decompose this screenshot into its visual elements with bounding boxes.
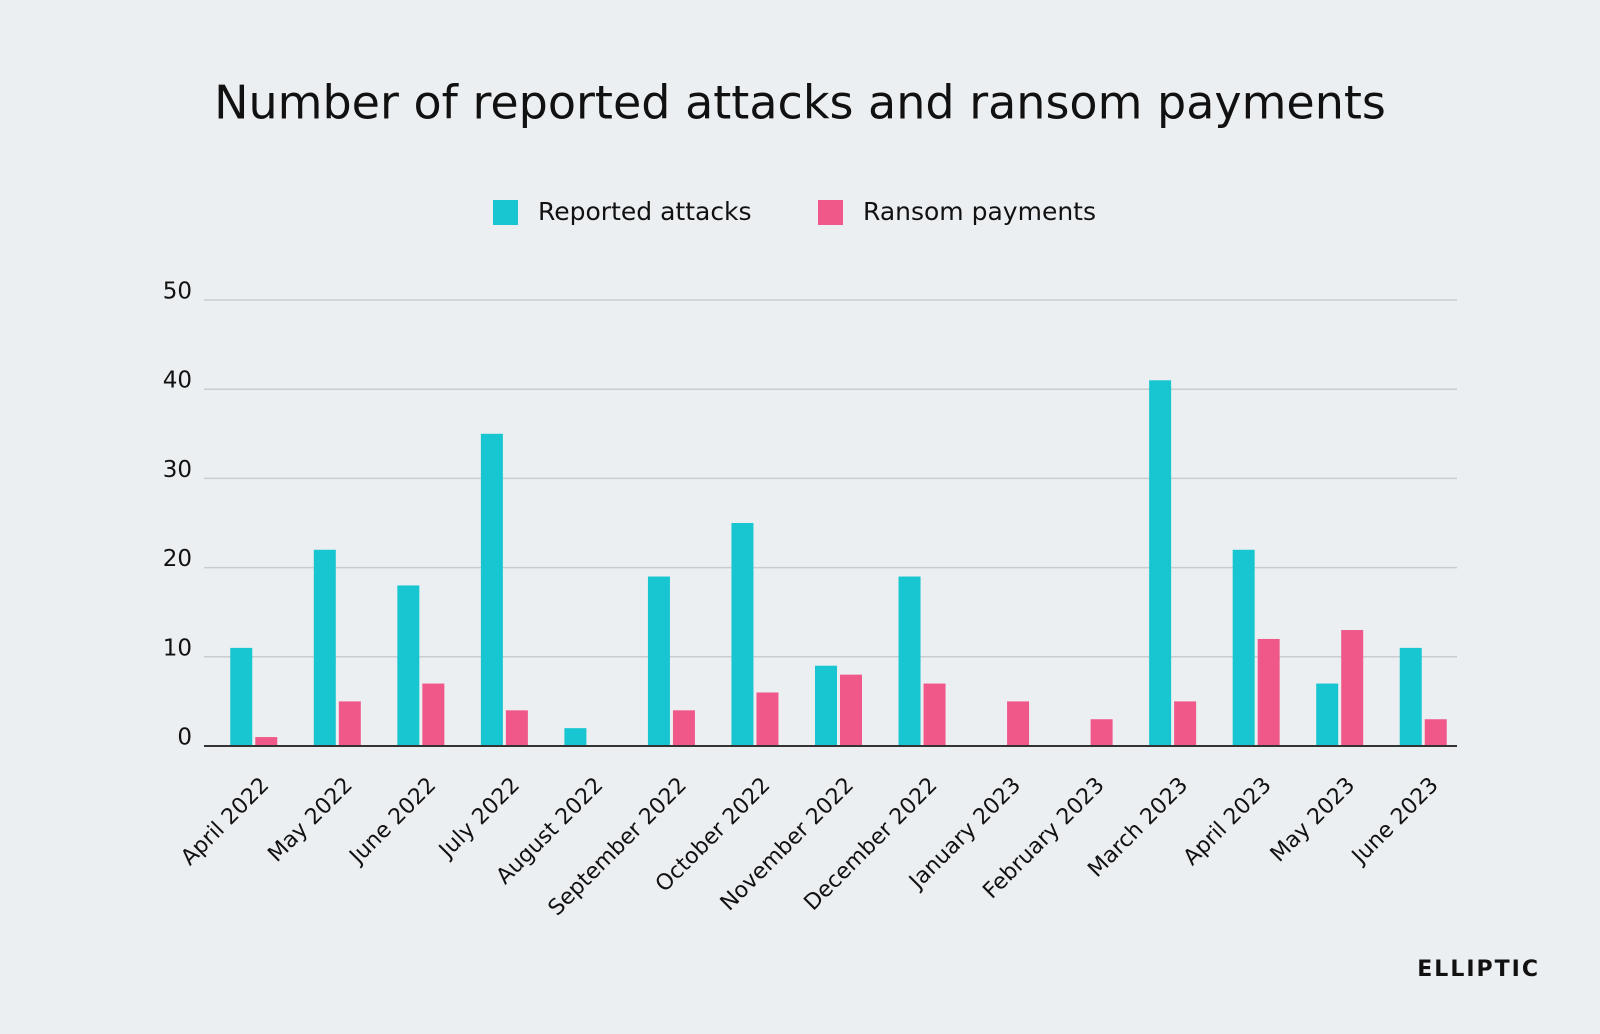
bar <box>1399 647 1422 746</box>
bar <box>230 647 253 746</box>
legend-swatch <box>493 200 518 225</box>
legend-swatch <box>818 200 843 225</box>
bar <box>1424 719 1447 746</box>
chart-title: Number of reported attacks and ransom pa… <box>214 76 1386 130</box>
y-tick-label: 10 <box>163 635 192 661</box>
y-tick-label: 40 <box>163 368 192 394</box>
bar <box>1174 701 1197 746</box>
bar <box>840 674 862 746</box>
bar <box>647 576 670 746</box>
bar <box>1007 701 1030 746</box>
bar <box>756 692 779 746</box>
bar <box>1090 719 1113 746</box>
bar <box>1316 683 1339 746</box>
bar <box>422 683 445 746</box>
bar <box>397 585 420 746</box>
bar <box>1257 638 1280 746</box>
bar <box>898 576 921 746</box>
legend-label: Ransom payments <box>863 197 1096 226</box>
y-tick-label: 0 <box>177 725 192 751</box>
legend-label: Reported attacks <box>538 197 752 226</box>
bar <box>1232 549 1255 746</box>
bar <box>815 665 837 746</box>
y-tick-label: 20 <box>163 546 192 572</box>
bar <box>338 701 361 746</box>
bar <box>1149 380 1172 746</box>
bar <box>923 683 946 746</box>
bar <box>564 728 587 746</box>
bar <box>313 549 336 746</box>
y-tick-label: 50 <box>163 279 192 305</box>
bar <box>505 710 528 746</box>
bar <box>731 523 754 746</box>
bar <box>672 710 695 746</box>
y-tick-label: 30 <box>163 457 192 483</box>
logo: ELLIPTIC <box>1417 957 1540 982</box>
bar <box>255 737 278 746</box>
bar <box>480 433 503 746</box>
bar <box>1341 630 1364 746</box>
